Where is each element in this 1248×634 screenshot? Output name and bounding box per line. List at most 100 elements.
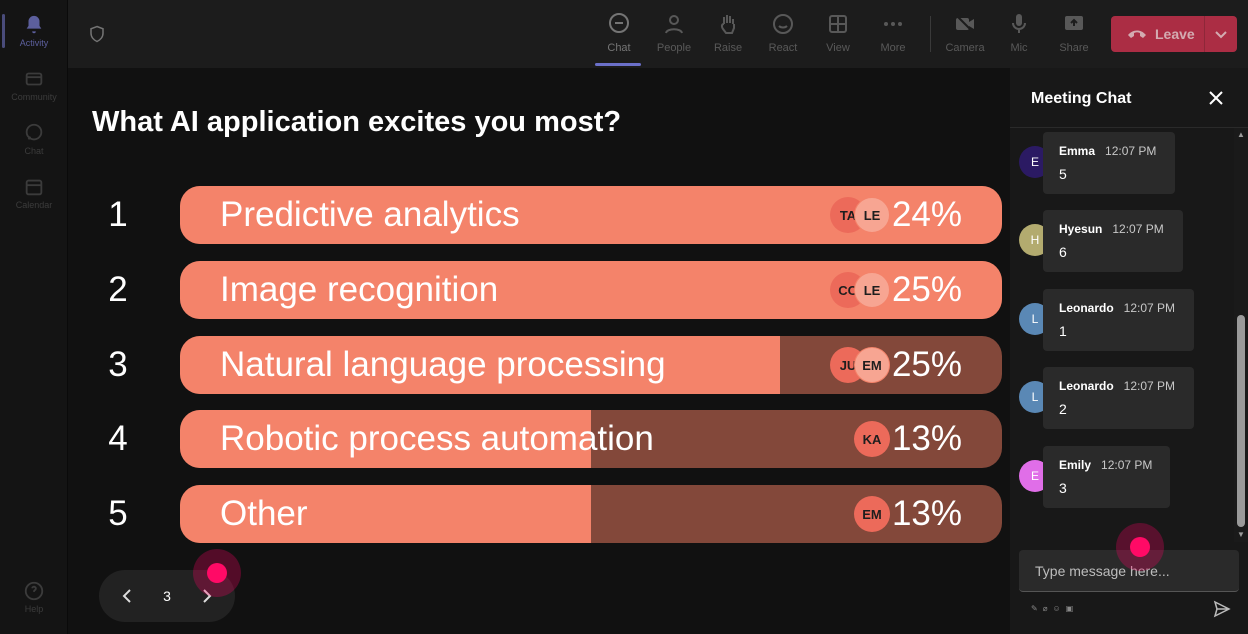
toolbar-raise-button[interactable]: Raise <box>702 8 754 64</box>
poll-question: What AI application excites you most? <box>92 106 622 138</box>
toolbar-more-button[interactable]: More <box>867 8 919 64</box>
message-author: Emily <box>1059 458 1092 472</box>
voter-avatars: KA <box>854 421 890 457</box>
poll-option-bar[interactable]: Other EM 13% <box>180 485 1002 543</box>
smile-icon <box>773 14 793 34</box>
option-number: 2 <box>108 270 128 309</box>
attach-icon[interactable]: ⌀ <box>1042 604 1048 613</box>
voter-avatars: TA LE <box>830 197 890 233</box>
person-icon <box>665 15 683 34</box>
message-author: Hyesun <box>1059 222 1103 236</box>
leave-main[interactable]: Leave <box>1111 26 1204 42</box>
voter-avatars: CO LE <box>830 272 890 308</box>
meeting-chat-panel: Meeting Chat E Emma 12:07 PM 5 H Hyesun 12:07 … <box>1010 68 1248 634</box>
help-icon <box>24 581 44 601</box>
shield-icon[interactable] <box>88 24 106 44</box>
scrollbar-thumb[interactable] <box>1237 315 1245 527</box>
chat-message[interactable]: Emma 12:07 PM 5 <box>1043 132 1175 194</box>
format-icon[interactable]: ✎ <box>1031 604 1038 613</box>
message-time: 12:07 PM <box>1105 144 1157 158</box>
scroll-up-icon[interactable]: ▲ <box>1237 130 1245 139</box>
toolbar-react-button[interactable]: React <box>757 8 809 64</box>
rail-item-chat[interactable]: Chat <box>0 114 68 164</box>
poll-option-percent: 25% <box>891 270 962 309</box>
chevron-left-icon <box>122 589 131 603</box>
rail-label: Activity <box>19 38 49 48</box>
chat-message[interactable]: Leonardo 12:07 PM 1 <box>1043 289 1194 351</box>
toolbar-label: Mic <box>1010 42 1028 54</box>
page-number: 3 <box>163 588 171 604</box>
chevron-down-icon <box>1215 31 1227 39</box>
rail-item-help[interactable]: Help <box>0 572 68 622</box>
poll-bar-fill <box>180 336 781 394</box>
camera-off-icon <box>955 14 975 34</box>
toolbar-view-button[interactable]: View <box>812 8 864 64</box>
toolbar-label: More <box>880 42 906 54</box>
option-number: 5 <box>108 494 128 533</box>
leave-button[interactable]: Leave <box>1111 16 1237 52</box>
poll-option-bar[interactable]: Natural language processing JU EM 25% <box>180 336 1002 394</box>
message-time: 12:07 PM <box>1123 301 1176 315</box>
grid-icon <box>829 15 847 33</box>
scroll-down-icon[interactable]: ▼ <box>1237 530 1245 539</box>
option-number: 4 <box>108 419 128 458</box>
chat-scrollbar[interactable]: ▲ ▼ <box>1234 128 1248 542</box>
poll-stage: What AI application excites you most? 1 P… <box>68 68 1010 634</box>
chat-message[interactable]: Leonardo 12:07 PM 2 <box>1043 367 1194 429</box>
click-marker <box>193 549 241 597</box>
toolbar-chat-button[interactable]: Chat <box>593 8 645 66</box>
toolbar-camera-button[interactable]: Camera <box>939 8 991 64</box>
message-text: 6 <box>1059 244 1067 260</box>
toolbar-people-button[interactable]: People <box>648 8 700 64</box>
rail-label: Calendar <box>15 200 53 210</box>
voter-avatar: EM <box>854 347 890 383</box>
previous-page-button[interactable] <box>117 586 137 606</box>
poll-option-percent: 25% <box>891 345 962 384</box>
toolbar-label: View <box>826 42 850 54</box>
toolbar-mic-button[interactable]: Mic <box>993 8 1045 64</box>
voter-avatar: EM <box>854 496 890 532</box>
rail-label: Community <box>11 92 57 102</box>
poll-option-percent: 24% <box>891 195 962 234</box>
rail-label: Chat <box>24 146 44 156</box>
chat-message[interactable]: Emily 12:07 PM 3 <box>1043 446 1170 508</box>
message-time: 12:07 PM <box>1112 222 1164 236</box>
poll-bar-fill <box>180 410 591 468</box>
rail-item-calendar[interactable]: Calendar <box>0 168 68 218</box>
rail-label: Help <box>24 604 44 614</box>
voter-avatar: LE <box>854 272 890 308</box>
more-dots-icon <box>884 22 902 26</box>
chat-message-list[interactable]: E Emma 12:07 PM 5 H Hyesun 12:07 PM 6 L Leonardo 1… <box>1010 128 1232 544</box>
message-text: 5 <box>1059 166 1067 182</box>
leave-options-button[interactable] <box>1205 27 1237 41</box>
rail-item-community[interactable]: Community <box>0 60 68 110</box>
toolbar-share-button[interactable]: Share <box>1048 8 1100 64</box>
poll-option-label: Other <box>220 494 308 533</box>
message-text: 3 <box>1059 480 1067 496</box>
poll-option-bar[interactable]: Robotic process automation KA 13% <box>180 410 1002 468</box>
toolbar-label: Camera <box>945 42 985 54</box>
close-icon[interactable] <box>1207 89 1225 107</box>
rail-item-activity[interactable]: Activity <box>0 6 68 56</box>
toolbar-label: People <box>656 42 692 54</box>
poll-option-label: Image recognition <box>220 270 499 309</box>
option-number: 1 <box>108 195 128 234</box>
send-icon[interactable] <box>1213 600 1231 618</box>
emoji-icon[interactable]: ☺ <box>1052 604 1061 613</box>
avatar-initial: L <box>1031 390 1039 404</box>
bell-icon <box>26 15 42 34</box>
poll-option-bar[interactable]: Image recognition CO LE 25% <box>180 261 1002 319</box>
poll-bar-fill <box>180 485 591 543</box>
gif-icon[interactable]: ▣ <box>1065 604 1074 613</box>
leave-divider <box>1204 16 1206 52</box>
poll-option-bar[interactable]: Predictive analytics TA LE 24% <box>180 186 1002 244</box>
calendar-icon <box>25 179 43 196</box>
toolbar-label: Chat <box>607 42 631 54</box>
avatar-initial: H <box>1030 233 1040 247</box>
message-time: 12:07 PM <box>1101 458 1153 472</box>
community-icon <box>25 72 43 86</box>
toolbar-label: Share <box>1059 42 1089 54</box>
hang-up-icon <box>1128 30 1146 38</box>
mic-icon <box>1012 14 1026 33</box>
chat-message[interactable]: Hyesun 12:07 PM 6 <box>1043 210 1183 272</box>
